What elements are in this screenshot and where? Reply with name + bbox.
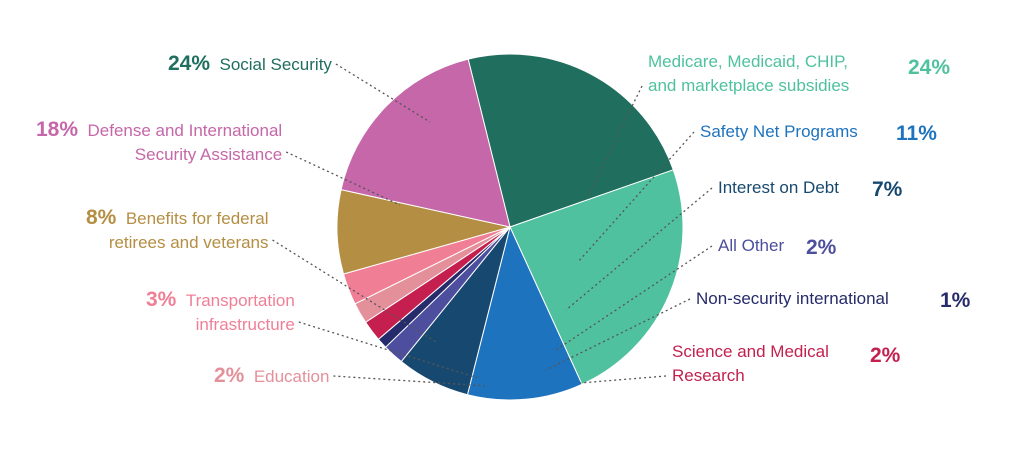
slice-label-text: Science and Medical (672, 342, 829, 361)
slice-label-text: Medicare, Medicaid, CHIP, (648, 52, 848, 71)
slice-label-text: All Other (718, 236, 785, 255)
leader-line-8 (298, 321, 479, 379)
slice-percent: 3% (146, 288, 177, 311)
slice-percent-1: 24% (908, 56, 951, 79)
slice-label-text-line2: infrastructure (195, 315, 295, 334)
slice-label-9: 8% Benefits for federal retirees and vete… (86, 206, 269, 255)
slice-label-10: 18% Defense and International Security As… (36, 118, 282, 167)
slice-label-text-line2: Research (672, 366, 745, 385)
leader-line-4 (555, 245, 713, 351)
leader-line-5 (545, 298, 691, 371)
slice-percent: 8% (86, 206, 117, 229)
pie-slice-10 (340, 58, 511, 228)
slice-label-8: 3% Transportation infrastructure (146, 288, 295, 337)
slice-label-text: Transportation (185, 291, 295, 310)
slice-label-text: Safety Net Programs (700, 122, 858, 141)
pie-slice-1 (509, 169, 684, 385)
slice-percent-2: 11% (896, 122, 937, 145)
slice-label-2: Safety Net Programs (700, 120, 858, 144)
slice-label-text: Defense and International (87, 121, 283, 140)
leader-lines (272, 63, 713, 387)
slice-percent-4: 2% (806, 236, 837, 259)
slice-percent-5: 1% (940, 289, 971, 312)
slice-label-text: Benefits for federal (125, 209, 269, 228)
slice-label-text-line2: and marketplace subsidies (648, 76, 850, 95)
slice-label-text: Education (253, 367, 330, 386)
pie-slice-0 (467, 53, 674, 228)
leader-line-2 (577, 131, 695, 263)
leader-line-7 (333, 375, 489, 387)
slice-label-1: Medicare, Medicaid, CHIP, and marketplace… (648, 50, 849, 98)
slice-percent-3: 7% (872, 178, 903, 201)
leader-line-9 (272, 239, 437, 343)
slice-label-4: All Other (718, 234, 784, 258)
slice-label-text: Interest on Debt (718, 178, 839, 197)
slice-label-text-line2: Security Assistance (134, 145, 283, 164)
slice-label-text: Social Security (219, 55, 332, 74)
slice-percent: 18% (36, 118, 79, 141)
slice-label-0: 24% Social Security (168, 52, 332, 77)
leader-line-0 (335, 63, 431, 123)
slice-percent: 24% (168, 52, 211, 75)
slice-label-5: Non-security international (696, 287, 889, 311)
slice-label-text: Non-security international (696, 289, 889, 308)
pie-slice-2 (466, 225, 583, 401)
slice-label-text-line2: retirees and veterans (108, 233, 269, 252)
leader-line-6 (579, 375, 667, 384)
slice-label-3: Interest on Debt (718, 176, 839, 200)
leader-line-10 (285, 151, 401, 206)
slice-percent: 2% (214, 364, 245, 387)
pie-slices (336, 53, 684, 401)
leader-line-1 (587, 85, 643, 197)
leader-line-3 (565, 187, 713, 311)
slice-label-6: Science and Medical Research (672, 340, 829, 388)
slice-percent-6: 2% (870, 344, 901, 367)
slice-label-7: 2% Education (214, 364, 329, 389)
